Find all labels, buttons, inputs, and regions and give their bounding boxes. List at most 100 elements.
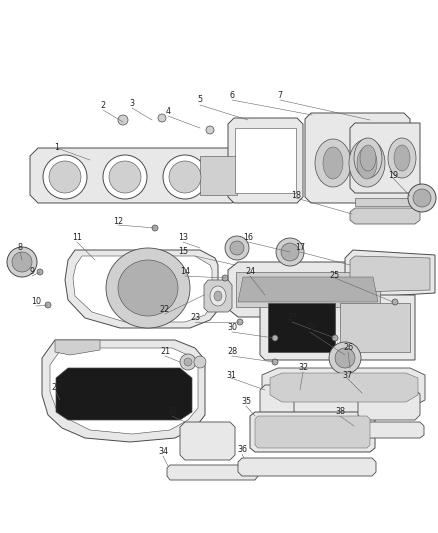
Text: 26: 26 <box>343 343 353 352</box>
Text: 18: 18 <box>291 190 301 199</box>
Text: 14: 14 <box>180 268 190 277</box>
Polygon shape <box>73 256 212 322</box>
Ellipse shape <box>315 139 351 187</box>
Ellipse shape <box>272 335 278 341</box>
Text: 21: 21 <box>160 348 170 357</box>
Text: 33: 33 <box>167 408 177 416</box>
Text: 13: 13 <box>178 233 188 243</box>
Ellipse shape <box>158 114 166 122</box>
Text: 35: 35 <box>241 398 251 407</box>
Polygon shape <box>30 148 240 203</box>
Polygon shape <box>56 368 192 420</box>
Ellipse shape <box>272 359 278 365</box>
Polygon shape <box>358 390 420 420</box>
Polygon shape <box>238 458 376 476</box>
Polygon shape <box>345 250 435 298</box>
Polygon shape <box>180 422 235 460</box>
Text: 36: 36 <box>237 446 247 455</box>
Ellipse shape <box>357 147 377 179</box>
Polygon shape <box>294 390 365 416</box>
Polygon shape <box>228 118 303 203</box>
Text: 27: 27 <box>287 313 297 322</box>
Ellipse shape <box>163 155 207 199</box>
Ellipse shape <box>103 155 147 199</box>
Ellipse shape <box>354 138 382 178</box>
Polygon shape <box>65 250 218 328</box>
Ellipse shape <box>152 225 158 231</box>
Text: 20: 20 <box>51 384 61 392</box>
Text: 8: 8 <box>18 244 22 253</box>
Text: 25: 25 <box>330 271 340 279</box>
Text: 28: 28 <box>227 348 237 357</box>
Polygon shape <box>268 303 335 352</box>
Ellipse shape <box>335 348 355 368</box>
Text: 10: 10 <box>31 297 41 306</box>
Ellipse shape <box>237 319 243 325</box>
Ellipse shape <box>332 335 338 341</box>
Ellipse shape <box>7 247 37 277</box>
Ellipse shape <box>106 248 190 328</box>
Polygon shape <box>55 340 100 355</box>
Polygon shape <box>250 412 375 452</box>
Ellipse shape <box>392 299 398 305</box>
Ellipse shape <box>394 145 410 171</box>
Ellipse shape <box>49 161 81 193</box>
Ellipse shape <box>118 260 178 316</box>
Polygon shape <box>350 123 420 193</box>
Text: 15: 15 <box>178 247 188 256</box>
Text: 4: 4 <box>166 107 170 116</box>
Polygon shape <box>235 128 296 193</box>
Ellipse shape <box>12 252 32 272</box>
Ellipse shape <box>214 291 222 301</box>
Text: 12: 12 <box>113 217 123 227</box>
Polygon shape <box>340 303 410 352</box>
Ellipse shape <box>37 269 43 275</box>
Ellipse shape <box>45 302 51 308</box>
Polygon shape <box>204 280 232 312</box>
Ellipse shape <box>194 356 206 368</box>
Ellipse shape <box>230 241 244 255</box>
Text: 34: 34 <box>158 448 168 456</box>
Ellipse shape <box>118 115 128 125</box>
Text: 19: 19 <box>388 171 398 180</box>
Text: 16: 16 <box>243 233 253 243</box>
Polygon shape <box>236 272 380 307</box>
Ellipse shape <box>349 139 385 187</box>
Text: 24: 24 <box>245 268 255 277</box>
Polygon shape <box>167 465 258 480</box>
Ellipse shape <box>281 243 299 261</box>
Polygon shape <box>200 156 237 195</box>
Ellipse shape <box>388 138 416 178</box>
Ellipse shape <box>360 145 376 171</box>
Polygon shape <box>262 368 425 408</box>
Text: 2: 2 <box>100 101 106 109</box>
Text: 5: 5 <box>198 95 202 104</box>
Ellipse shape <box>43 155 87 199</box>
Polygon shape <box>260 295 415 360</box>
Polygon shape <box>350 208 420 224</box>
Polygon shape <box>350 256 430 292</box>
Text: 38: 38 <box>335 408 345 416</box>
Ellipse shape <box>222 275 228 281</box>
Text: 31: 31 <box>226 370 236 379</box>
Text: 29: 29 <box>305 324 315 333</box>
Polygon shape <box>355 198 415 206</box>
Polygon shape <box>305 113 410 203</box>
Ellipse shape <box>109 161 141 193</box>
Text: 30: 30 <box>227 324 237 333</box>
Ellipse shape <box>413 189 431 207</box>
Text: 3: 3 <box>130 99 134 108</box>
Polygon shape <box>50 348 198 434</box>
Text: 37: 37 <box>342 370 352 379</box>
Text: 7: 7 <box>277 91 283 100</box>
Ellipse shape <box>184 358 192 366</box>
Polygon shape <box>255 416 370 448</box>
Text: 9: 9 <box>29 268 35 277</box>
Ellipse shape <box>408 184 436 212</box>
Text: 17: 17 <box>295 244 305 253</box>
Text: 1: 1 <box>54 143 60 152</box>
Ellipse shape <box>276 238 304 266</box>
Ellipse shape <box>169 161 201 193</box>
Text: 6: 6 <box>230 91 234 100</box>
Polygon shape <box>228 262 388 317</box>
